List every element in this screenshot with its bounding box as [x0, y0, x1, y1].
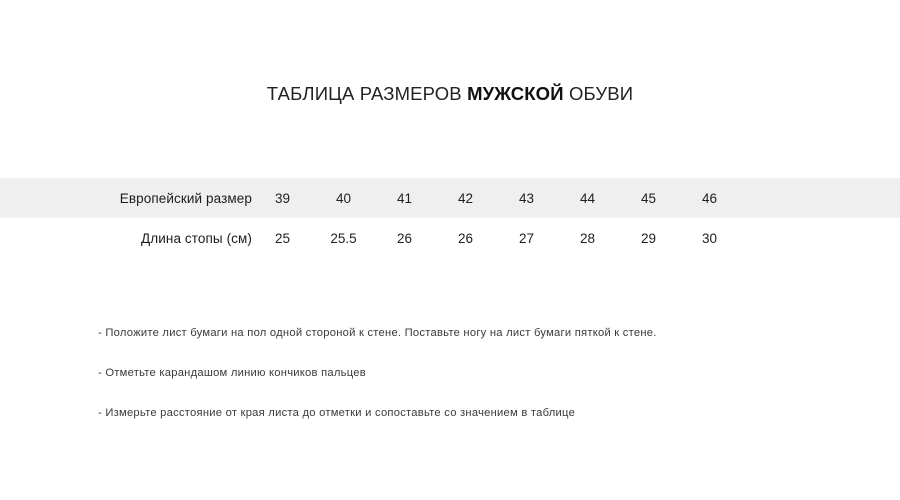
- instruction-step-1: - Положите лист бумаги на пол одной стор…: [98, 327, 657, 339]
- cell-foot-length-46: 30: [701, 230, 718, 246]
- cell-foot-length-45: 29: [640, 230, 657, 246]
- cell-european-size-45: 45: [640, 190, 657, 206]
- cell-foot-length-44: 28: [579, 230, 596, 246]
- cell-foot-length-42: 26: [457, 230, 474, 246]
- cell-european-size-42: 42: [457, 190, 474, 206]
- table-row-european-size: Европейский размер 39 40 41 42 43 44 45 …: [0, 178, 900, 218]
- table-header-divider: [0, 217, 900, 218]
- cell-european-size-43: 43: [518, 190, 535, 206]
- table-spacer-header: [740, 178, 900, 218]
- cell-foot-length-41: 26: [396, 230, 413, 246]
- instruction-step-2: - Отметьте карандашом линию кончиков пал…: [98, 367, 366, 379]
- cell-european-size-46: 46: [701, 190, 718, 206]
- page-title-emphasis: МУЖСКОЙ: [467, 83, 564, 104]
- page-title: ТАБЛИЦА РАЗМЕРОВ МУЖСКОЙ ОБУВИ: [0, 83, 900, 105]
- table-spacer-body: [740, 218, 900, 258]
- cell-european-size-44: 44: [579, 190, 596, 206]
- page-title-part1: ТАБЛИЦА РАЗМЕРОВ: [266, 83, 468, 104]
- cell-european-size-40: 40: [335, 190, 352, 206]
- cell-european-size-39: 39: [274, 190, 291, 206]
- instruction-step-3: - Измерьте расстояние от края листа до о…: [98, 407, 576, 419]
- shoe-size-table: Европейский размер 39 40 41 42 43 44 45 …: [0, 178, 900, 258]
- table-row-foot-length: Длина стопы (см) 25 25.5 26 26 27 28 29 …: [0, 218, 900, 258]
- cell-foot-length-40: 25.5: [330, 230, 357, 246]
- row-label-foot-length: Длина стопы (см): [141, 230, 252, 246]
- cell-foot-length-43: 27: [518, 230, 535, 246]
- cell-european-size-41: 41: [396, 190, 413, 206]
- page-title-part2: ОБУВИ: [563, 83, 634, 104]
- row-label-european-size: Европейский размер: [119, 190, 252, 206]
- cell-foot-length-39: 25: [274, 230, 291, 246]
- measurement-instructions: - Положите лист бумаги на пол одной стор…: [98, 325, 838, 421]
